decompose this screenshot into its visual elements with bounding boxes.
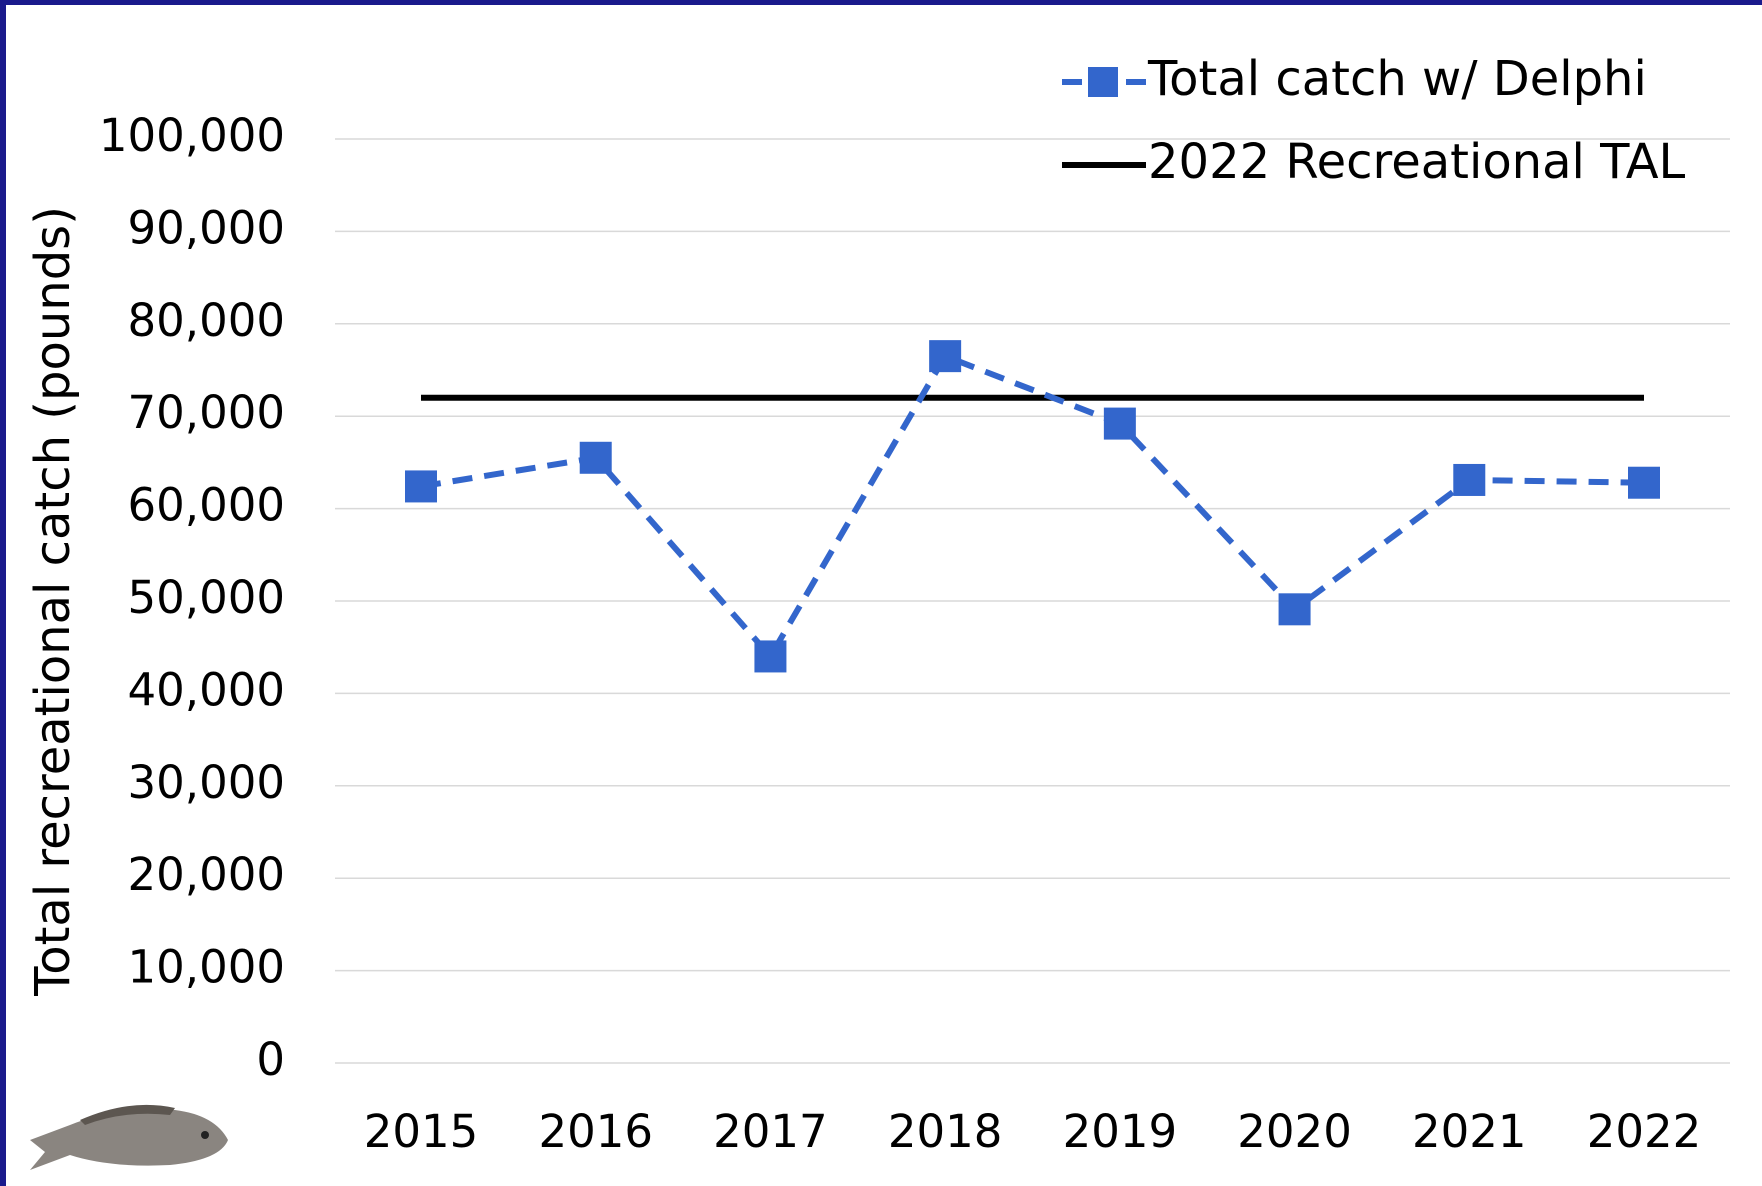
y-axis-title: Total recreational catch (pounds) xyxy=(25,206,81,997)
y-tick-label: 0 xyxy=(256,1033,285,1086)
marker xyxy=(1279,593,1311,625)
y-tick-label: 80,000 xyxy=(128,294,285,347)
frame-left xyxy=(0,0,6,1186)
y-tick-label: 100,000 xyxy=(99,109,285,162)
marker xyxy=(580,442,612,474)
y-tick-label: 60,000 xyxy=(128,479,285,532)
y-tick-label: 20,000 xyxy=(128,848,285,901)
y-tick-label: 70,000 xyxy=(128,386,285,439)
legend-label: 2022 Recreational TAL xyxy=(1148,134,1686,190)
x-tick-label: 2016 xyxy=(538,1105,653,1158)
marker xyxy=(1453,464,1485,496)
y-tick-label: 90,000 xyxy=(128,201,285,254)
y-tick-label: 30,000 xyxy=(128,756,285,809)
marker xyxy=(1104,408,1136,440)
x-tick-label: 2020 xyxy=(1237,1105,1352,1158)
marker xyxy=(405,470,437,502)
x-tick-label: 2019 xyxy=(1063,1105,1178,1158)
x-tick-label: 2022 xyxy=(1587,1105,1702,1158)
marker xyxy=(1628,467,1660,499)
series-line xyxy=(421,356,1644,656)
fish-icon xyxy=(30,1105,228,1170)
y-tick-label: 40,000 xyxy=(128,663,285,716)
x-tick-label: 2021 xyxy=(1412,1105,1527,1158)
y-tick-label: 50,000 xyxy=(128,571,285,624)
marker xyxy=(754,640,786,672)
y-tick-label: 10,000 xyxy=(128,941,285,994)
x-tick-label: 2018 xyxy=(888,1105,1003,1158)
marker xyxy=(929,340,961,372)
legend-marker xyxy=(1088,67,1118,97)
chart: Total recreational catch (pounds) 0 10,00… xyxy=(0,0,1762,1186)
legend-label: Total catch w/ Delphi xyxy=(1147,51,1647,107)
frame-top xyxy=(0,0,1762,5)
x-tick-label: 2015 xyxy=(364,1105,479,1158)
x-tick-label: 2017 xyxy=(713,1105,828,1158)
